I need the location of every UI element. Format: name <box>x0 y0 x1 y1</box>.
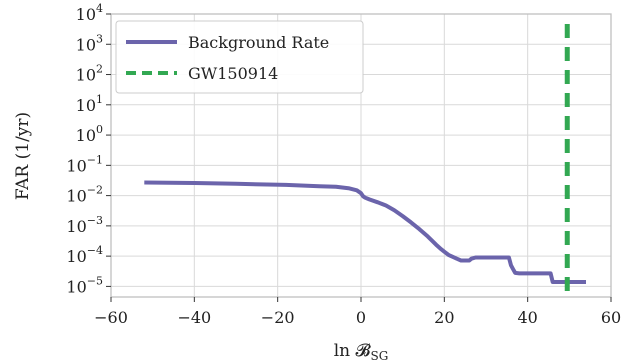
legend-label-gw150914: GW150914 <box>188 64 278 83</box>
y-tick-label: 10−2 <box>66 184 103 206</box>
x-tick-label: 0 <box>356 308 366 327</box>
x-axis-label-subscript: SG <box>370 349 388 363</box>
y-tick-label: 10−1 <box>66 153 103 175</box>
x-axis-label: ln 𝓑SG <box>334 341 389 363</box>
y-axis-label: FAR (1/yr) <box>13 112 33 200</box>
y-tick-label: 103 <box>76 32 103 54</box>
x-tick-label: 40 <box>517 308 537 327</box>
x-tick-label: −40 <box>177 308 211 327</box>
y-tick-label: 10−3 <box>66 214 103 236</box>
series-layer <box>144 24 586 297</box>
legend-label-background-rate: Background Rate <box>188 33 329 52</box>
y-tick-label: 102 <box>76 63 103 85</box>
y-tick-label: 10−4 <box>66 244 103 266</box>
y-tick-label: 101 <box>76 93 103 115</box>
x-tick-label: −60 <box>94 308 128 327</box>
y-tick-label: 100 <box>76 123 103 145</box>
y-tick-label: 10−5 <box>66 274 103 296</box>
ticks: −60 −40 −20 0 20 40 60 104 103 102 101 100 10−1 10−2 1… <box>66 2 621 327</box>
x-tick-label: 60 <box>601 308 621 327</box>
legend-box <box>115 20 364 94</box>
series-line-background-rate <box>144 180 586 284</box>
x-tick-label: −20 <box>261 308 295 327</box>
y-tick-label: 104 <box>76 2 103 24</box>
legend: Background Rate GW150914 <box>115 20 364 94</box>
x-tick-label: 20 <box>434 308 454 327</box>
